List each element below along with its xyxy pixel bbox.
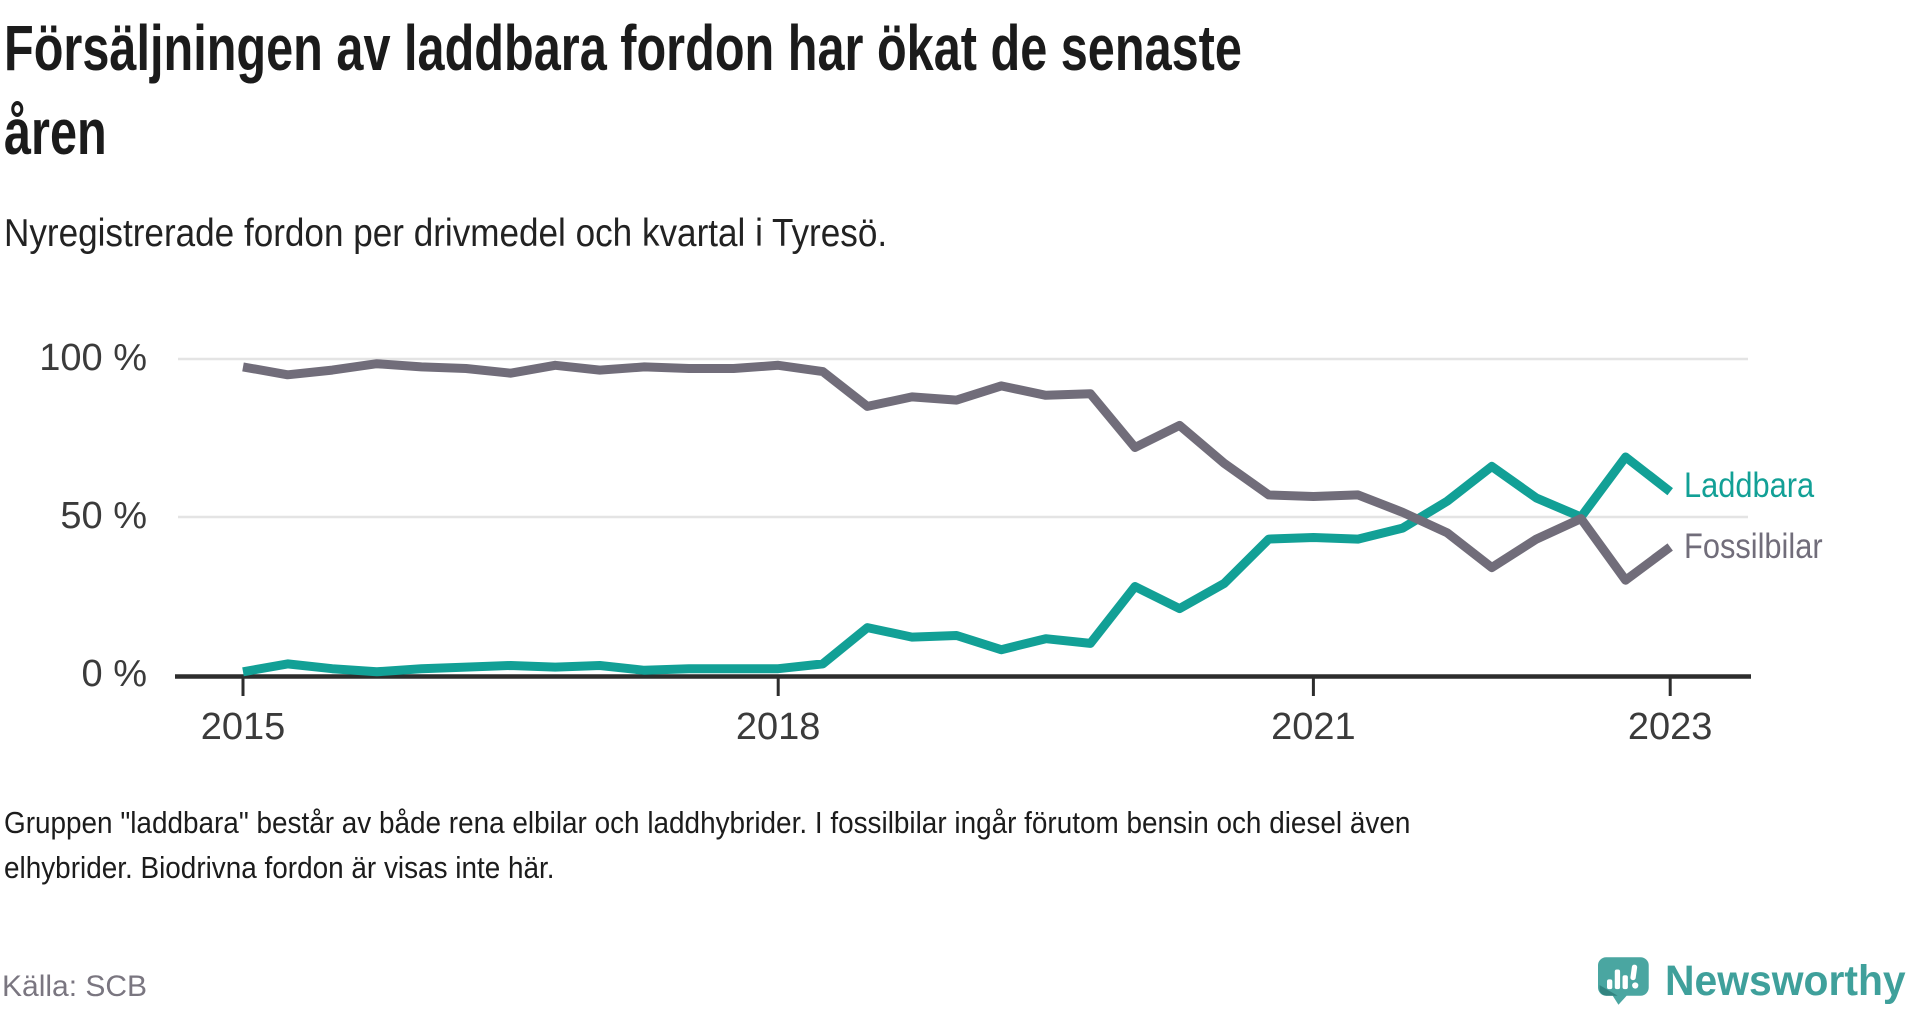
x-axis-tick-label: 2023	[1627, 706, 1713, 748]
footnote: Gruppen "laddbara" består av både rena e…	[4, 800, 1410, 890]
page-title-line1: Försäljningen av laddbara fordon har öka…	[4, 12, 1242, 84]
source-attribution: Källa: SCB	[2, 970, 148, 1003]
y-axis-tick-label: 50 %	[60, 495, 147, 537]
page-subtitle: Nyregistrerade fordon per drivmedel och …	[4, 212, 888, 255]
footnote-line2: elhybrider. Biodrivna fordon är visas in…	[4, 850, 555, 885]
x-axis-tick-label: 2021	[1271, 706, 1356, 748]
brand-wordmark: Newsworthy	[1664, 956, 1906, 1005]
y-axis-tick-label: 100 %	[39, 337, 147, 379]
page-title: Försäljningen av laddbara fordon har öka…	[4, 6, 1242, 174]
y-axis-tick-label: 0 %	[81, 653, 147, 695]
x-axis-tick-label: 2015	[200, 706, 286, 748]
legend-label-laddbara: Laddbara	[1684, 466, 1815, 505]
x-axis-tick-label: 2018	[735, 706, 821, 748]
series-line-laddbara	[242, 452, 1673, 677]
footnote-line1: Gruppen "laddbara" består av både rena e…	[4, 805, 1411, 840]
page-title-line2: åren	[4, 96, 107, 168]
newsworthy-speech-bubble-icon	[1598, 957, 1649, 1005]
series-line-fossilbilar	[242, 359, 1673, 585]
legend-label-fossilbilar: Fossilbilar	[1684, 527, 1823, 566]
brand-logo: Newsworthy	[1598, 952, 1918, 1010]
